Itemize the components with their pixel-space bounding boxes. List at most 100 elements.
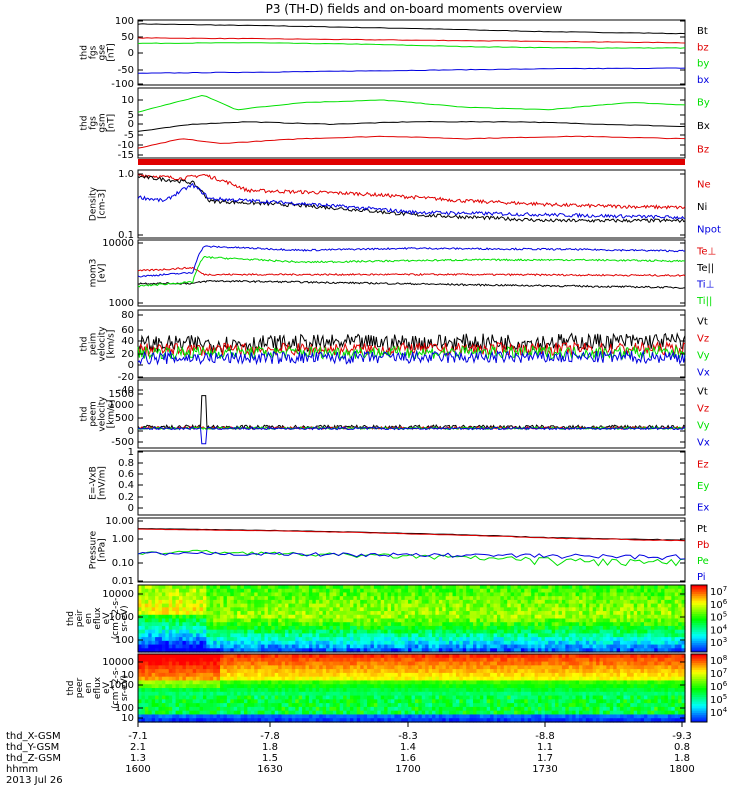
y-tick-label: -50 [118, 65, 134, 76]
x-tick-value: 1.1 [537, 742, 553, 753]
series-Te||-line [138, 281, 685, 289]
y-tick-label: 0.8 [118, 458, 134, 469]
legend-Vz: Vz [697, 334, 709, 345]
legend-Ti⊥: Ti⊥ [696, 279, 714, 290]
x-tick-value: 1.7 [537, 753, 553, 764]
legend-Ti||: Ti|| [696, 296, 712, 307]
series-Pe-line [138, 550, 685, 565]
series-Vt-line [138, 396, 685, 429]
y-axis-label: [km/s] [107, 330, 117, 359]
x-tick-value: -8.8 [535, 731, 555, 742]
legend-Vy: Vy [697, 351, 710, 362]
y-tick-label: 10000 [102, 238, 134, 249]
series-Ni-line [138, 176, 685, 222]
spectrogram [138, 654, 686, 723]
legend-Te||: Te|| [696, 263, 714, 274]
x-tick-value: 1600 [125, 764, 150, 775]
panel-frame [138, 380, 685, 448]
colorbar-label: 103 [710, 636, 727, 649]
legend-Vx: Vx [697, 368, 710, 379]
x-tick-value: 1700 [395, 764, 420, 775]
legend-Pi: Pi [697, 572, 706, 583]
legend-Pe: Pe [697, 556, 709, 567]
y-axis-label: sr-eV) [120, 675, 130, 701]
y-tick-label: 1000 [109, 298, 134, 309]
y-tick-label: 20 [121, 349, 134, 360]
x-tick-value: 1.6 [400, 753, 416, 764]
series-Vt-line [138, 334, 685, 353]
legend-Te⊥: Te⊥ [696, 246, 716, 257]
y-tick-label: 0.01 [112, 576, 134, 587]
x-tick-value: 1.4 [400, 742, 416, 753]
x-tick-value: -7.1 [128, 731, 148, 742]
legend-bz: bz [697, 42, 709, 53]
plot-title: P3 (TH-D) fields and on-board moments ov… [266, 2, 563, 16]
y-tick-label: -20 [118, 372, 134, 383]
y-tick-label: 1.0 [118, 169, 134, 180]
y-axis-label: [cm-3] [98, 189, 108, 219]
y-tick-label: -15 [118, 150, 134, 161]
y-tick-label: 80 [121, 310, 134, 321]
y-tick-label: 0.2 [118, 492, 134, 503]
series-Vx-line [138, 427, 685, 444]
y-axis-label: [eV] [98, 264, 108, 283]
legend-Pb: Pb [697, 540, 709, 551]
y-tick-label: 0 [128, 503, 134, 514]
y-axis-label: [mV/m] [98, 466, 108, 500]
legend-Bz: Bz [697, 144, 709, 155]
x-tick-value: -7.8 [260, 731, 280, 742]
colorbar-label: 107 [710, 585, 727, 598]
y-tick-label: 10 [121, 713, 134, 724]
y-axis-label: sr-eV) [120, 605, 130, 631]
series-Pb-line [138, 529, 685, 541]
legend-Vt: Vt [697, 317, 708, 328]
series-Ti||-line [138, 257, 685, 287]
x-tick-value: 0.8 [674, 742, 690, 753]
y-tick-label: 50 [121, 32, 134, 43]
legend-Bt: Bt [697, 26, 708, 37]
series-Ti⊥-line [138, 246, 685, 277]
y-axis-label: [nPa] [98, 538, 108, 561]
y-tick-label: 1 [128, 447, 134, 458]
legend-Vy: Vy [697, 421, 710, 432]
y-tick-label: 0.6 [118, 469, 134, 480]
x-row-label: thd_Z-GSM [6, 753, 61, 764]
series-Npot-line [138, 184, 685, 219]
series-by-line [138, 43, 685, 49]
panel-frame [138, 451, 685, 515]
y-tick-label: -100 [111, 79, 134, 90]
legend-Pt: Pt [697, 524, 707, 535]
legend-By: By [697, 98, 710, 109]
colorbar-label: 104 [710, 623, 728, 636]
y-tick-label: 10.00 [105, 516, 134, 527]
y-axis-label: [nT] [107, 114, 117, 132]
y-tick-label: 0 [128, 48, 134, 59]
series-bx-line [138, 68, 685, 73]
panel-frame [138, 20, 685, 85]
legend-Ne: Ne [697, 179, 711, 190]
x-tick-value: 1.5 [262, 753, 278, 764]
x-date-label: 2013 Jul 26 [6, 775, 63, 786]
y-tick-label: 10 [121, 95, 134, 106]
y-tick-label: 0 [128, 119, 134, 130]
y-tick-label: 1.00 [112, 534, 134, 545]
legend-Vz: Vz [697, 404, 709, 415]
x-tick-value: 1800 [669, 764, 694, 775]
colorbar-label: 106 [710, 598, 728, 611]
y-tick-label: 0.10 [112, 558, 134, 569]
y-tick-label: 500 [115, 413, 134, 424]
colorbar-label: 104 [710, 706, 728, 719]
y-tick-label: 100 [115, 16, 134, 27]
legend-Vt: Vt [697, 387, 708, 398]
